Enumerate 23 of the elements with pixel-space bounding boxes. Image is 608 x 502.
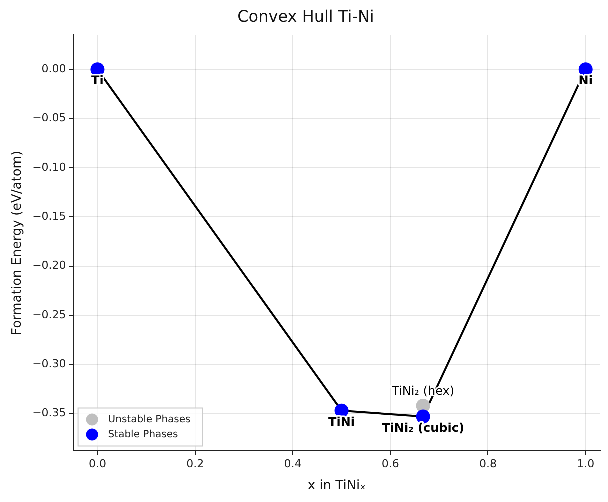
y-tick-label: −0.20 [32, 259, 66, 272]
x-tick-label: 0.0 [88, 458, 106, 471]
annotation: TiNi₂ (cubic) [382, 420, 464, 435]
annotation: Ti [92, 74, 104, 88]
chart-title: Convex Hull Ti-Ni [238, 6, 374, 26]
y-tick-label: −0.15 [32, 210, 66, 223]
x-axis-title: x in TiNiₓ [308, 478, 366, 494]
x-tick-label: 0.4 [284, 458, 302, 471]
x-tick-label: 0.8 [479, 458, 497, 471]
y-axis-title: Formation Energy (eV/atom) [10, 150, 26, 336]
annotation: TiNi [328, 415, 356, 430]
y-tick-label: −0.30 [32, 358, 66, 371]
legend-label: Stable Phases [108, 429, 178, 440]
point [416, 410, 430, 424]
y-tick-label: −0.25 [32, 308, 66, 322]
x-tick-label: 0.6 [382, 458, 400, 471]
x-tick-label: 1.0 [577, 458, 595, 471]
y-tick-label: −0.05 [32, 112, 66, 125]
y-tick-label: 0.00 [42, 62, 66, 76]
x-tick-label: 0.2 [186, 458, 204, 471]
legend-label: Unstable Phases [108, 414, 191, 426]
y-tick-label: −0.10 [32, 160, 66, 174]
y-tick-label: −0.35 [32, 406, 66, 420]
